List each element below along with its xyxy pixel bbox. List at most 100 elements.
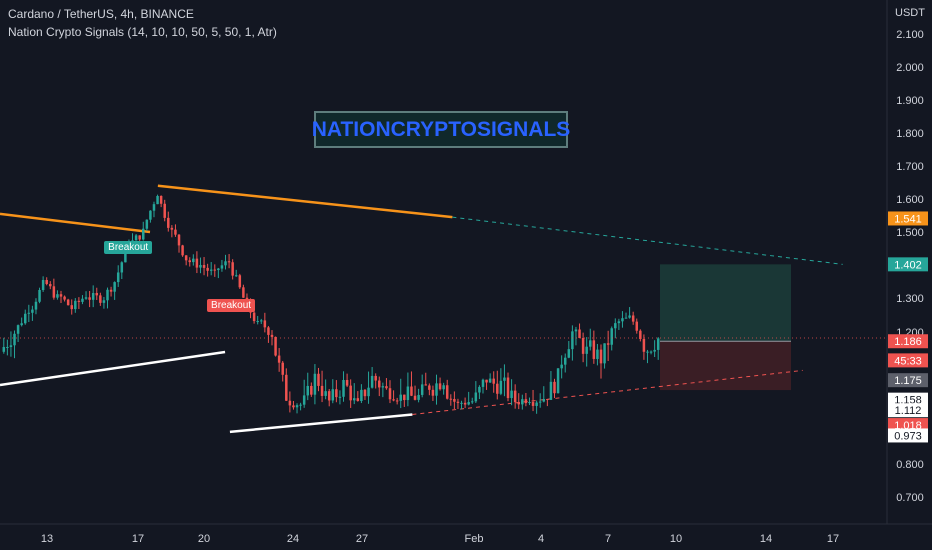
candle-body — [181, 245, 184, 256]
candle-body — [424, 384, 428, 386]
candle-body — [435, 383, 438, 396]
candle-body — [581, 337, 585, 354]
candle-body — [52, 286, 56, 298]
candle-body — [510, 390, 513, 399]
stop-zone — [660, 341, 791, 391]
candle-body — [431, 389, 435, 396]
price-tag — [888, 428, 928, 443]
price-tags: 1.5411.4021.18645:331.1751.1581.1121.018… — [888, 211, 928, 443]
time-tick-label: 4 — [538, 533, 544, 545]
candle-body — [496, 383, 499, 394]
candle-body — [302, 395, 306, 405]
candle-body — [170, 227, 174, 230]
candle-body — [99, 295, 102, 303]
price-tag-label: 45:33 — [894, 355, 922, 367]
candle-body — [356, 398, 360, 401]
candle-body — [199, 265, 202, 268]
time-tick-label: 17 — [827, 533, 839, 545]
candle-body — [277, 355, 281, 363]
candle-body — [417, 394, 420, 400]
symbol-legend[interactable]: Cardano / TetherUS, 4h, BINANCE — [8, 7, 194, 21]
candle-body — [542, 399, 546, 402]
candle-body — [124, 248, 127, 263]
candle-body — [63, 296, 66, 300]
candle-body — [381, 386, 385, 388]
candle-body — [177, 234, 181, 246]
candle-body — [217, 268, 220, 271]
resistance-line-left — [0, 212, 151, 234]
candle-body — [453, 398, 456, 402]
candle-body — [388, 388, 392, 400]
candle-body — [23, 313, 27, 324]
time-tick-label: 7 — [605, 533, 611, 545]
candle-body — [420, 384, 424, 395]
candle-body — [281, 362, 284, 375]
candle-body — [428, 385, 431, 390]
candle-body — [149, 210, 152, 220]
price-tag — [888, 334, 928, 349]
candle-body — [471, 401, 474, 403]
indicator-legend[interactable]: Nation Crypto Signals (14, 10, 10, 50, 5… — [8, 25, 277, 39]
candle-body — [352, 398, 356, 401]
signal-bull: Breakout — [104, 241, 153, 255]
candle-body — [406, 386, 410, 401]
candle-body — [238, 275, 242, 288]
candle-body — [66, 299, 70, 306]
candle-body — [603, 343, 606, 364]
time-axis-ticks: 13 17 20 24 27 Feb 4 7 10 14 17 — [41, 533, 839, 545]
candle-body — [560, 364, 563, 369]
time-axis-bg — [0, 524, 932, 550]
time-tick-label: 24 — [287, 533, 299, 545]
candle-body — [320, 385, 324, 396]
price-tag — [888, 403, 928, 418]
candle-body — [338, 396, 342, 398]
candle-body — [445, 385, 449, 399]
candle-body — [624, 317, 628, 319]
time-tick-label: 14 — [760, 533, 772, 545]
candle-body — [456, 401, 460, 403]
candle-body — [224, 261, 227, 266]
price-tag — [888, 353, 928, 368]
resistance-projection — [452, 216, 843, 265]
candle-body — [313, 373, 317, 395]
trendlines — [0, 184, 843, 434]
candle-body — [531, 402, 535, 406]
target-zone — [660, 264, 791, 342]
candle-body — [492, 378, 495, 384]
price-axis-ticks: 2.100 2.000 1.900 1.800 1.700 1.600 1.500 1.300… — [896, 29, 924, 504]
price-tag — [888, 211, 928, 226]
price-tag-label: 1.402 — [894, 259, 922, 271]
time-tick-label: 10 — [670, 533, 682, 545]
candle-body — [385, 386, 388, 389]
candle-body — [585, 346, 588, 354]
candle-body — [642, 338, 646, 352]
candle-body — [617, 321, 621, 324]
price-tag-label: 0.973 — [894, 430, 922, 442]
candle-body — [13, 333, 16, 346]
candle-body — [553, 381, 556, 394]
candle-body — [41, 279, 45, 290]
candle-body — [227, 261, 231, 263]
candle-body — [363, 389, 367, 397]
candle-body — [260, 320, 263, 322]
candle-body — [20, 323, 23, 326]
candle-body — [109, 289, 113, 292]
candle-body — [578, 329, 581, 338]
signal-bear: Breakout — [207, 299, 256, 313]
candle-body — [206, 267, 209, 271]
candle-body — [399, 394, 402, 401]
candle-body — [56, 294, 59, 298]
price-tick-label: 1.900 — [896, 95, 924, 107]
candle-body — [521, 399, 524, 405]
candle-body — [231, 262, 234, 276]
price-tag — [888, 392, 928, 407]
price-tick-label: 0.800 — [896, 459, 924, 471]
candle-body — [245, 297, 249, 300]
candle-body — [59, 294, 63, 297]
price-tick-label: 1.500 — [896, 227, 924, 239]
candle-body — [295, 405, 299, 408]
candle-body — [120, 262, 124, 273]
candle-body — [234, 275, 238, 277]
candle-body — [288, 400, 292, 406]
